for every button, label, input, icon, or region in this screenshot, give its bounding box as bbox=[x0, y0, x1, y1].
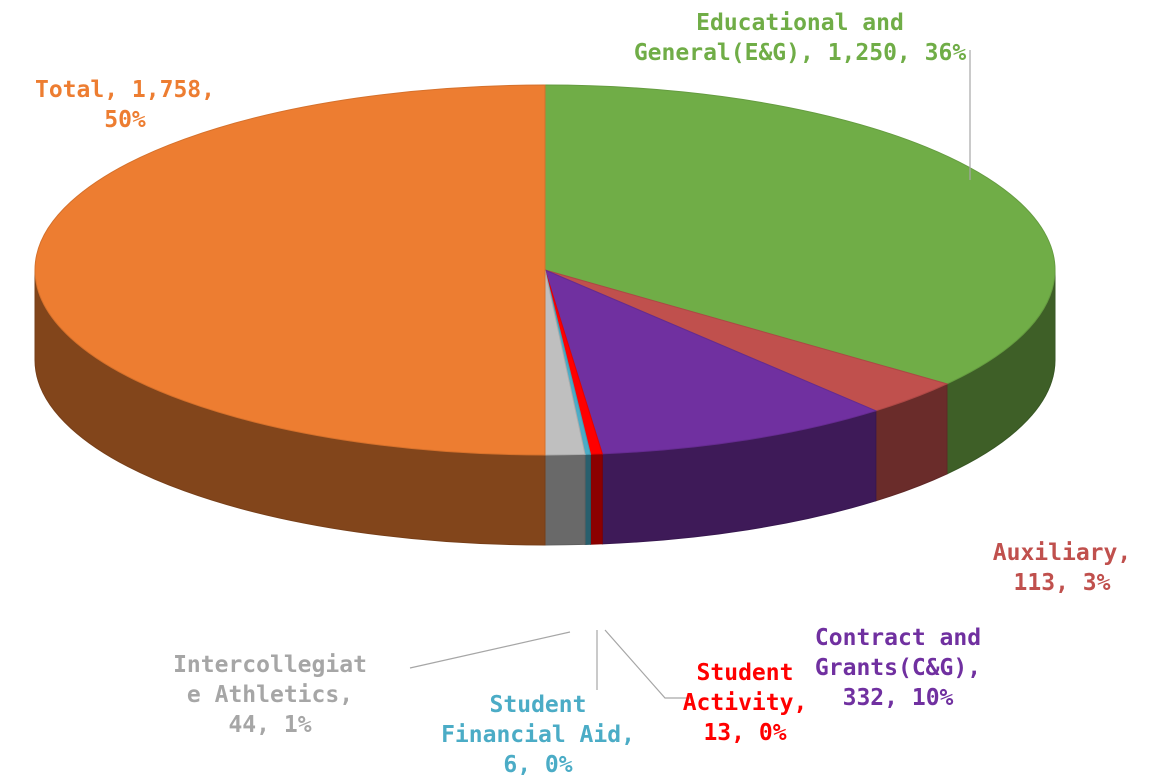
data-label-line: 44, 1% bbox=[228, 712, 311, 738]
pie-side-4 bbox=[590, 453, 603, 545]
data-label-line: Auxiliary, bbox=[993, 540, 1131, 566]
pie-side-5 bbox=[584, 453, 592, 545]
data-label-3: Contract and Grants(C&G), 332, 10% bbox=[815, 625, 981, 711]
leader-line-4 bbox=[604, 629, 690, 699]
data-label-line: Educational and bbox=[696, 10, 904, 36]
data-label-line: Student bbox=[697, 660, 794, 686]
pie-slices bbox=[34, 84, 1056, 456]
data-label-line: 113, 3% bbox=[1014, 570, 1111, 596]
pie-side-6 bbox=[544, 453, 586, 546]
data-label-line: 50% bbox=[104, 107, 146, 133]
data-label-line: Grants(C&G), bbox=[815, 655, 981, 681]
data-label-line: Intercollegiat bbox=[173, 652, 367, 678]
data-label-line: Student bbox=[490, 692, 587, 718]
pie-slice-3 bbox=[544, 269, 878, 455]
data-label-line: 332, 10% bbox=[843, 685, 954, 711]
data-label-7: Total, 1,758, 50% bbox=[35, 77, 215, 133]
data-label-4: Student Activity, 13, 0% bbox=[683, 660, 808, 746]
data-label-line: 6, 0% bbox=[503, 752, 572, 778]
pie-sides bbox=[34, 269, 1056, 546]
data-label-line: e Athletics, bbox=[187, 682, 353, 708]
data-label-line: Activity, bbox=[683, 690, 808, 716]
data-label-1: Educational and General(E&G), 1,250, 36% bbox=[634, 10, 966, 66]
data-label-6: Intercollegiat e Athletics, 44, 1% bbox=[173, 652, 367, 738]
data-labels: Educational and General(E&G), 1,250, 36% A… bbox=[35, 10, 1131, 778]
data-label-line: Financial Aid, bbox=[441, 722, 635, 748]
data-label-line: Total, 1,758, bbox=[35, 77, 215, 103]
data-label-5: Student Financial Aid, 6, 0% bbox=[441, 692, 635, 778]
data-label-line: 13, 0% bbox=[703, 720, 786, 746]
pie-slice-1 bbox=[544, 84, 1056, 385]
data-label-2: Auxiliary, 113, 3% bbox=[993, 540, 1131, 596]
data-label-line: Contract and bbox=[815, 625, 981, 651]
leader-lines bbox=[409, 50, 971, 699]
pie-slice-7 bbox=[34, 84, 546, 456]
leader-line-6 bbox=[409, 631, 571, 669]
data-label-line: General(E&G), 1,250, 36% bbox=[634, 40, 966, 66]
